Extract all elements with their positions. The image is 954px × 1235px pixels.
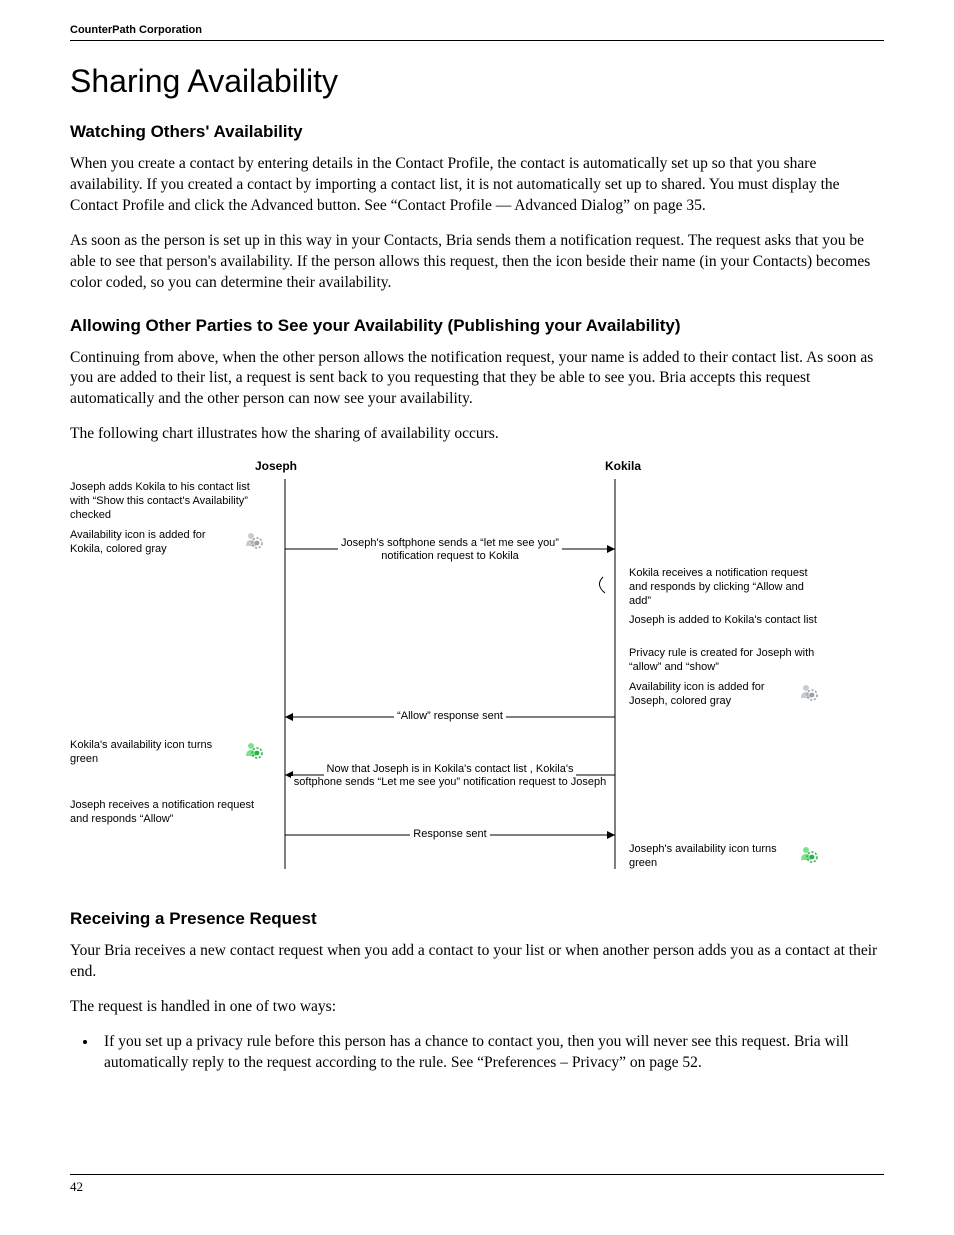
page-number: 42: [70, 1179, 83, 1194]
diagram-message-label: Joseph's softphone sends a “let me see y…: [280, 537, 620, 563]
body-paragraph: Your Bria receives a new contact request…: [70, 941, 884, 983]
diagram-right-note: Kokila receives a notification request a…: [629, 567, 819, 608]
sequence-diagram: Joseph Kokila Joseph adds Kokila to his co…: [70, 459, 830, 879]
body-paragraph: The following chart illustrates how the …: [70, 424, 884, 445]
diagram-right-note: Joseph is added to Kokila's contact list: [629, 614, 819, 628]
diagram-right-note: Joseph's availability icon turns green: [629, 843, 794, 871]
presence-green-icon: [245, 741, 263, 759]
body-paragraph: As soon as the person is set up in this …: [70, 231, 884, 294]
diagram-left-note: Kokila's availability icon turns green: [70, 739, 240, 767]
diagram-left-note: Joseph adds Kokila to his contact list w…: [70, 481, 265, 522]
list-item: If you set up a privacy rule before this…: [98, 1032, 884, 1074]
diagram-header-left: Joseph: [255, 459, 297, 473]
body-paragraph: Continuing from above, when the other pe…: [70, 348, 884, 411]
body-paragraph: When you create a contact by entering de…: [70, 154, 884, 217]
presence-gray-icon: [800, 683, 818, 701]
presence-gray-icon: [245, 531, 263, 549]
body-paragraph: The request is handled in one of two way…: [70, 997, 884, 1018]
diagram-right-note: Availability icon is added for Joseph, c…: [629, 681, 794, 709]
page-footer: 42: [70, 1174, 884, 1195]
diagram-message-label: Now that Joseph is in Kokila's contact l…: [280, 763, 620, 789]
diagram-left-note: Joseph receives a notification request a…: [70, 799, 265, 827]
diagram-right-note: Privacy rule is created for Joseph with …: [629, 647, 819, 675]
diagram-message-label: “Allow” response sent: [280, 710, 620, 723]
section-heading-receiving: Receiving a Presence Request: [70, 909, 884, 929]
page: CounterPath Corporation Sharing Availabi…: [0, 0, 954, 1235]
diagram-left-note: Availability icon is added for Kokila, c…: [70, 529, 240, 557]
section-heading-watching: Watching Others' Availability: [70, 122, 884, 142]
diagram-message-label: Response sent: [280, 828, 620, 841]
presence-green-icon: [800, 845, 818, 863]
diagram-header-right: Kokila: [605, 459, 641, 473]
page-title: Sharing Availability: [70, 63, 884, 100]
running-head: CounterPath Corporation: [70, 24, 884, 41]
bullet-list: If you set up a privacy rule before this…: [70, 1032, 884, 1074]
section-heading-allowing: Allowing Other Parties to See your Avail…: [70, 316, 884, 336]
